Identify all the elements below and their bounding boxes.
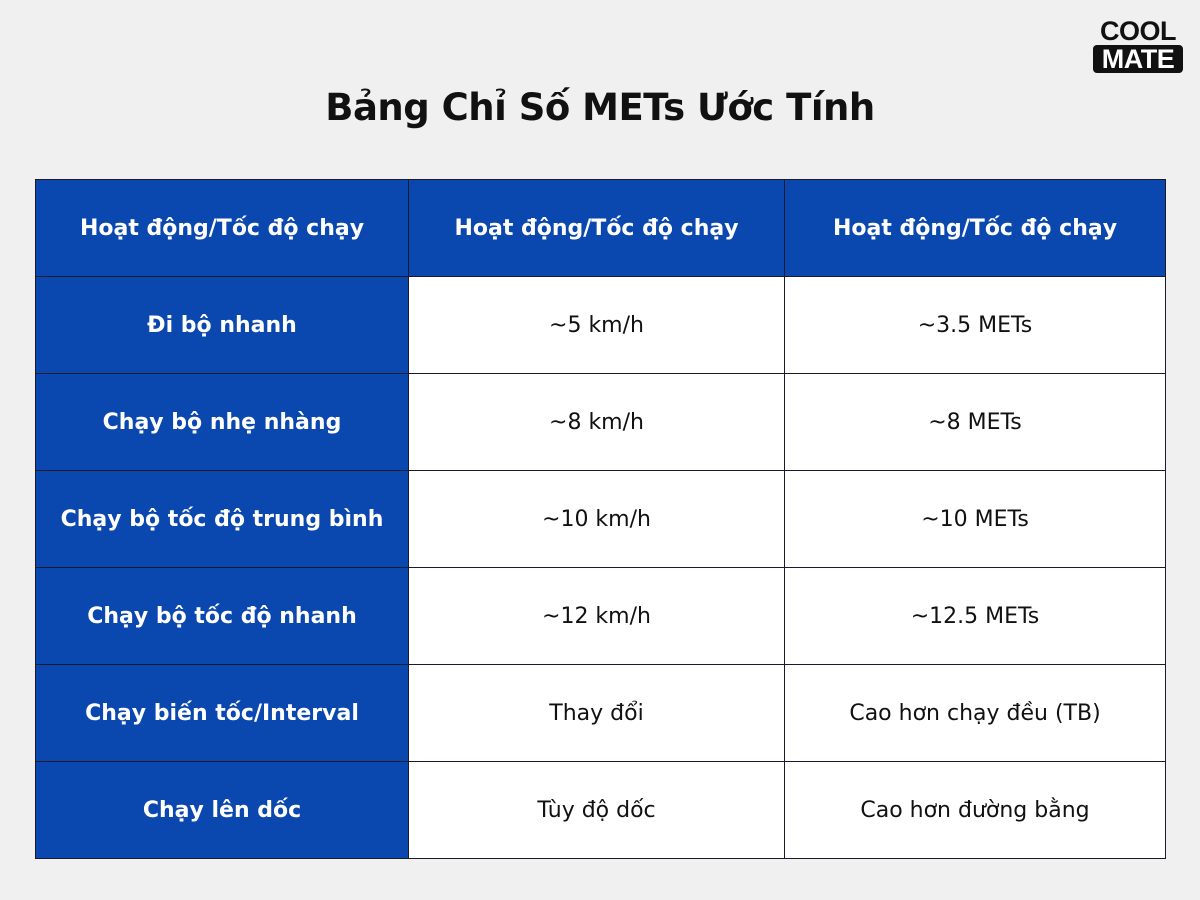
table-row: Chạy bộ tốc độ nhanh ~12 km/h ~12.5 METs [35,567,1166,665]
activity-cell: Chạy bộ nhẹ nhàng [35,373,409,471]
coolmate-logo: COOL MATE [1093,18,1183,73]
mets-cell: ~10 METs [784,470,1166,568]
activity-cell: Chạy bộ tốc độ nhanh [35,567,409,665]
page-title: Bảng Chỉ Số METs Ước Tính [325,86,875,129]
header-cell: Hoạt động/Tốc độ chạy [784,179,1166,277]
table-header-row: Hoạt động/Tốc độ chạy Hoạt động/Tốc độ c… [35,179,1166,277]
mets-cell: ~12.5 METs [784,567,1166,665]
logo-line-2: MATE [1093,45,1183,73]
mets-cell: Cao hơn chạy đều (TB) [784,664,1166,762]
mets-cell: Cao hơn đường bằng [784,761,1166,859]
header-cell: Hoạt động/Tốc độ chạy [408,179,785,277]
header-cell: Hoạt động/Tốc độ chạy [35,179,409,277]
activity-cell: Chạy biến tốc/Interval [35,664,409,762]
logo-line-1: COOL [1100,16,1177,46]
mets-cell: ~3.5 METs [784,276,1166,374]
activity-cell: Chạy lên dốc [35,761,409,859]
table-row: Chạy bộ nhẹ nhàng ~8 km/h ~8 METs [35,373,1166,471]
mets-table: Hoạt động/Tốc độ chạy Hoạt động/Tốc độ c… [35,179,1166,859]
table-row: Chạy bộ tốc độ trung bình ~10 km/h ~10 M… [35,470,1166,568]
table-row: Đi bộ nhanh ~5 km/h ~3.5 METs [35,276,1166,374]
activity-cell: Chạy bộ tốc độ trung bình [35,470,409,568]
table-row: Chạy biến tốc/Interval Thay đổi Cao hơn … [35,664,1166,762]
speed-cell: ~8 km/h [408,373,785,471]
speed-cell: Thay đổi [408,664,785,762]
speed-cell: ~10 km/h [408,470,785,568]
speed-cell: ~5 km/h [408,276,785,374]
table-row: Chạy lên dốc Tùy độ dốc Cao hơn đường bằ… [35,761,1166,859]
activity-cell: Đi bộ nhanh [35,276,409,374]
speed-cell: ~12 km/h [408,567,785,665]
speed-cell: Tùy độ dốc [408,761,785,859]
mets-cell: ~8 METs [784,373,1166,471]
